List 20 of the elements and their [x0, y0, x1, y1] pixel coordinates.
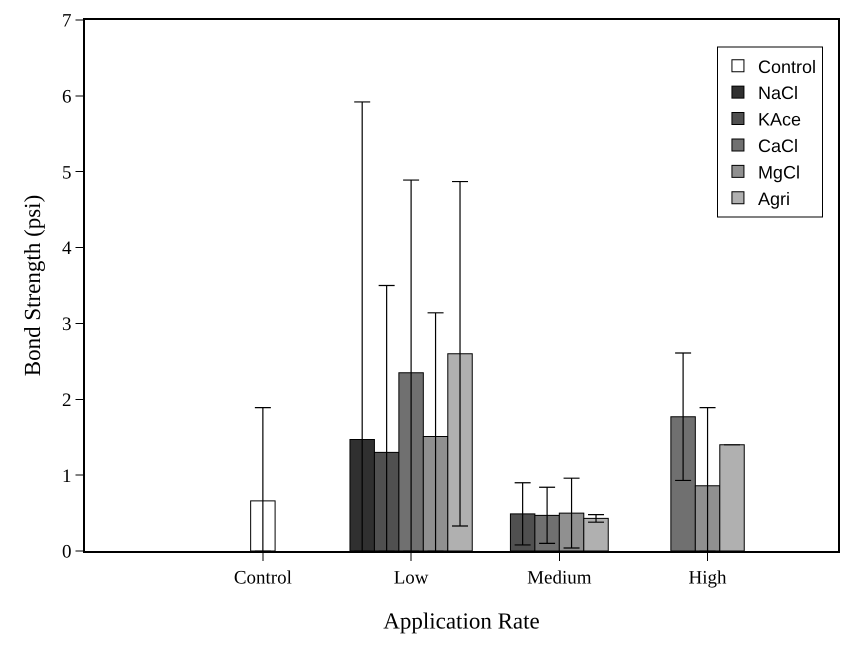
x-tick-label: Control — [234, 568, 292, 589]
y-tick-label: 0 — [62, 542, 72, 563]
y-tick-label: 1 — [62, 466, 72, 487]
legend-label: Agri — [758, 188, 790, 209]
y-tick-label: 3 — [62, 314, 72, 336]
x-tick-label: Medium — [527, 568, 592, 589]
legend-label: NaCl — [758, 83, 798, 104]
legend-label: KAce — [758, 110, 801, 130]
x-tick-label: High — [688, 568, 728, 589]
legend-label: MgCl — [758, 162, 800, 182]
y-tick-label: 2 — [62, 390, 72, 411]
y-tick-label: 6 — [62, 86, 72, 108]
legend-label: Control — [758, 56, 816, 77]
y-tick-label: 4 — [62, 238, 72, 260]
y-axis-title: Bond Strength (psi) — [20, 194, 45, 376]
x-tick-label: Low — [394, 568, 429, 589]
y-tick-label: 7 — [62, 10, 72, 32]
legend-label: CaCl — [758, 136, 798, 156]
y-tick-label: 5 — [62, 162, 72, 184]
x-axis-title: Application Rate — [383, 608, 540, 634]
